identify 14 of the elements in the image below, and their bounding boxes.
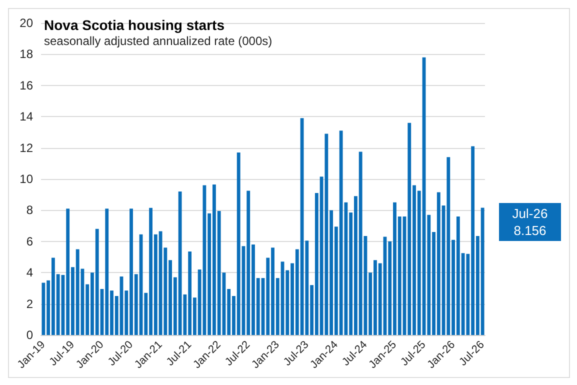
y-tick-label: 0 xyxy=(26,328,34,342)
y-tick-label: 16 xyxy=(20,78,34,92)
y-tick-label: 8 xyxy=(26,203,34,218)
y-tick-label: 10 xyxy=(20,172,34,186)
text: Jul-26 8.156 xyxy=(512,206,548,238)
y-tick-label: 18 xyxy=(20,47,34,62)
y-tick-label: 6 xyxy=(26,234,34,248)
chart-title: Nova Scotia housing starts xyxy=(44,17,225,33)
text: seasonally adjusted annualized rate (000s) xyxy=(44,34,272,48)
y-tick-label: 4 xyxy=(26,266,34,280)
y-tick-label: 20 xyxy=(20,16,34,30)
y-tick-label: 2 xyxy=(26,296,34,311)
y-tick-label: 14 xyxy=(20,110,34,124)
y-tick-label: 12 xyxy=(20,140,34,155)
